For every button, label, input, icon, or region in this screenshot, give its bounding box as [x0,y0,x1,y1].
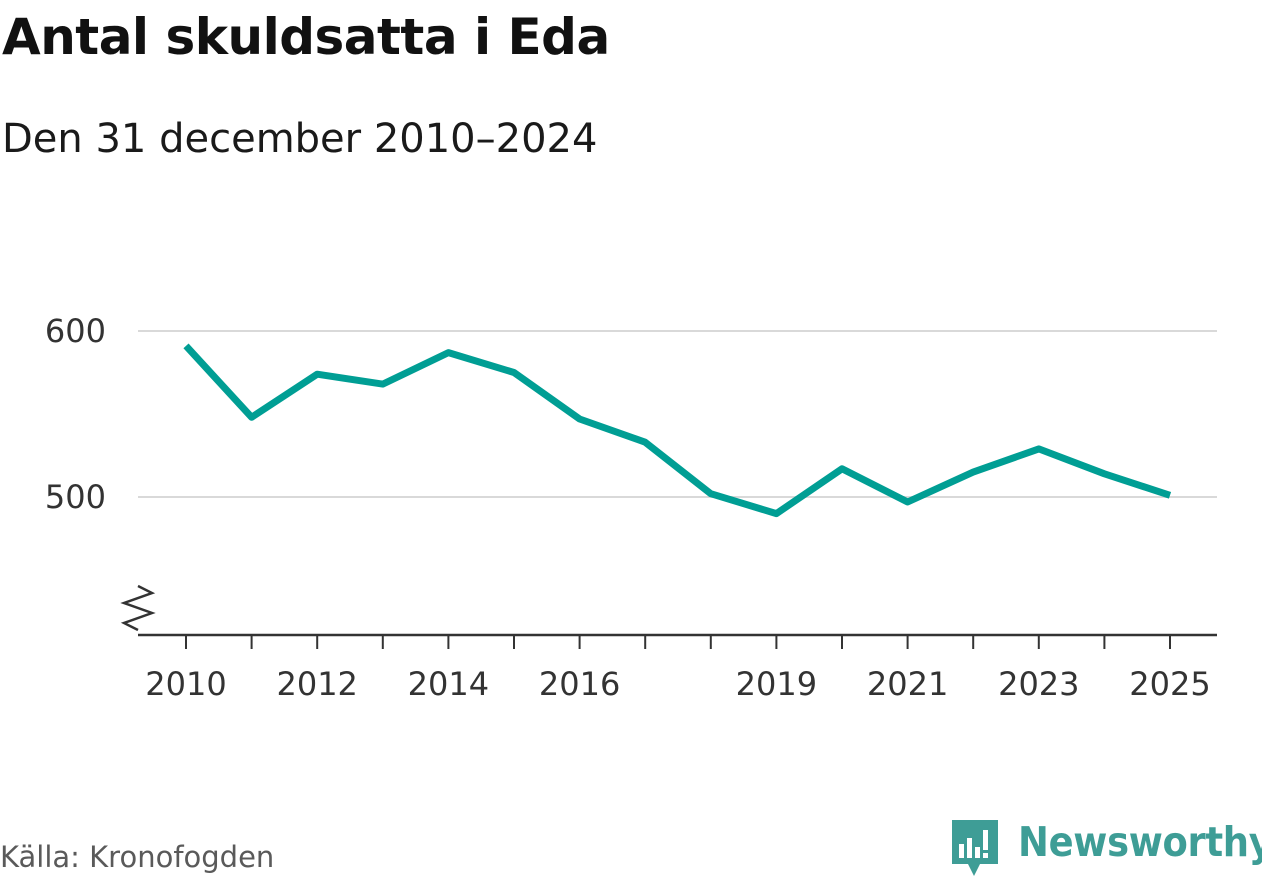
data-point-2025 [1167,492,1174,499]
chart-title: Antal skuldsatta i Eda [2,8,610,66]
data-point-2016 [576,416,583,423]
x-tick-label-2021: 2021 [867,665,948,703]
data-point-2024 [1101,470,1108,477]
brand: Newsworthy [950,818,1262,878]
source-note: Källa: Kronofogden [0,840,275,874]
data-point-2012 [314,371,321,378]
data-point-2010 [183,342,190,349]
data-point-2013 [379,381,386,388]
series-line-0 [183,343,1172,518]
axis-break-icon [120,584,156,632]
data-point-2018 [707,490,714,497]
y-tick-label-600: 600 [45,312,106,350]
x-tick-label-2010: 2010 [145,665,226,703]
data-point-2011 [248,414,255,421]
newsworthy-logo-icon [952,820,998,876]
data-point-2021 [904,499,911,506]
data-point-2014 [445,349,452,356]
data-point-2022 [970,469,977,476]
x-tick-label-2023: 2023 [998,665,1079,703]
brand-name: Newsworthy [1018,818,1262,866]
data-point-2017 [642,439,649,446]
data-point-2015 [511,369,518,376]
data-point-2023 [1035,445,1042,452]
data-point-2020 [839,465,846,472]
y-tick-label-500: 500 [45,478,106,516]
x-tick-label-2016: 2016 [539,665,620,703]
x-tick-label-2012: 2012 [276,665,357,703]
x-tick-label-2025: 2025 [1129,665,1210,703]
data-point-2019 [773,510,780,517]
x-tick-label-2014: 2014 [408,665,489,703]
x-tick-label-2019: 2019 [736,665,817,703]
chart-subtitle: Den 31 december 2010–2024 [2,116,598,162]
